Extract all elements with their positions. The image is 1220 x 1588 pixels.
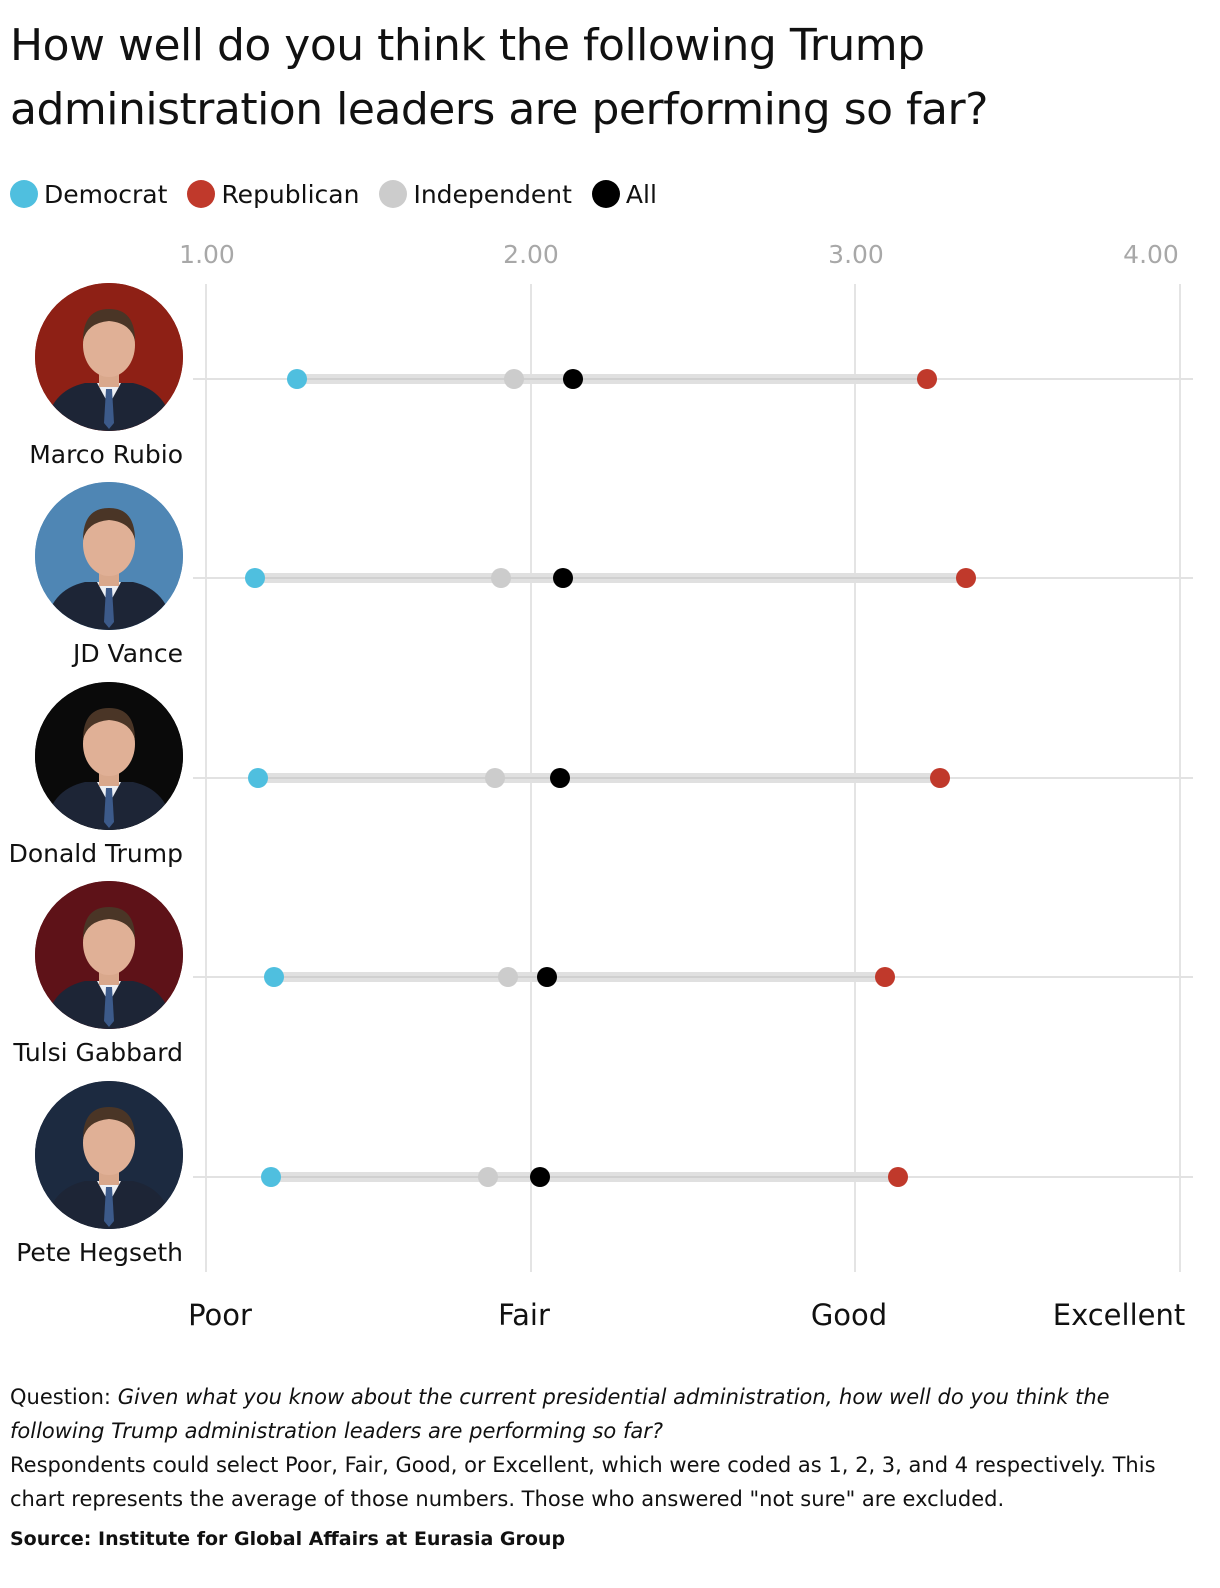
data-point-all — [536, 967, 557, 987]
legend-label: Democrat — [44, 179, 168, 209]
chart-notes: Question: Given what you know about the … — [10, 1380, 1210, 1516]
data-point-independent — [484, 768, 505, 788]
data-point-independent — [491, 568, 512, 588]
x-tick-label: 1.00 — [179, 240, 235, 269]
legend-dot-all-icon — [591, 180, 620, 208]
legend-label: Republican — [221, 179, 360, 209]
data-point-republican — [955, 568, 976, 588]
legend-dot-democrat-icon — [10, 180, 38, 208]
question-text: Given what you know about the current pr… — [10, 1385, 1110, 1443]
chart-title: How well do you think the following Trum… — [10, 20, 988, 135]
legend: Democrat Republican Independent All — [10, 177, 677, 211]
legend-item-democrat: Democrat — [10, 180, 167, 209]
portrait-icon — [35, 283, 183, 431]
data-point-independent — [478, 1167, 499, 1187]
data-point-republican — [916, 369, 937, 389]
explanation-note: Respondents could select Poor, Fair, Goo… — [10, 1453, 1156, 1511]
x-tick-label: 2.00 — [503, 240, 559, 269]
data-point-democrat — [244, 568, 265, 588]
x-tick-label: 3.00 — [828, 240, 884, 269]
source-note: Source: Institute for Global Affairs at … — [10, 1528, 566, 1550]
avatar-pete-hegseth — [35, 1081, 183, 1229]
person-name: Tulsi Gabbard — [13, 1038, 183, 1067]
legend-item-republican: Republican — [187, 180, 359, 209]
range-bar — [257, 773, 940, 783]
data-point-independent — [497, 967, 518, 987]
portrait-icon — [35, 1081, 183, 1229]
portrait-icon — [35, 881, 183, 1029]
data-point-republican — [887, 1167, 908, 1187]
portrait-icon — [35, 482, 183, 630]
person-name: JD Vance — [72, 639, 183, 668]
legend-dot-independent-icon — [379, 180, 408, 208]
data-point-all — [553, 568, 574, 588]
x-category-label-fair: Fair — [498, 1298, 550, 1332]
legend-dot-republican-icon — [187, 180, 216, 208]
range-bar — [296, 374, 927, 384]
portrait-icon — [35, 682, 183, 830]
avatar-jd-vance — [35, 482, 183, 630]
data-point-all — [562, 369, 583, 389]
question-label: Question: — [10, 1385, 118, 1409]
range-bar — [274, 972, 886, 982]
data-point-all — [530, 1167, 551, 1187]
avatar-tulsi-gabbard — [35, 881, 183, 1029]
data-point-democrat — [260, 1167, 281, 1187]
data-point-all — [549, 768, 570, 788]
data-point-republican — [874, 967, 895, 987]
person-name: Donald Trump — [8, 839, 183, 868]
x-category-label-good: Good — [810, 1298, 888, 1332]
data-point-democrat — [286, 369, 307, 389]
range-bar — [254, 573, 966, 583]
range-bar — [270, 1172, 898, 1182]
x-tick-label: 4.00 — [1123, 240, 1179, 269]
x-category-label-excellent: Excellent — [1052, 1298, 1186, 1332]
legend-item-independent: Independent — [379, 179, 572, 209]
legend-item-all: All — [591, 179, 657, 209]
data-point-independent — [504, 369, 525, 389]
x-category-label-poor: Poor — [188, 1298, 252, 1332]
data-point-democrat — [247, 768, 268, 788]
question-note: Question: Given what you know about the … — [10, 1380, 1210, 1448]
avatar-donald-trump — [35, 682, 183, 830]
person-name: Marco Rubio — [29, 440, 183, 469]
legend-label: All — [625, 179, 657, 209]
data-point-democrat — [264, 967, 285, 987]
person-name: Pete Hegseth — [16, 1238, 183, 1267]
legend-label: Independent — [413, 179, 572, 209]
avatar-marco-rubio — [35, 283, 183, 431]
data-point-republican — [929, 768, 950, 788]
